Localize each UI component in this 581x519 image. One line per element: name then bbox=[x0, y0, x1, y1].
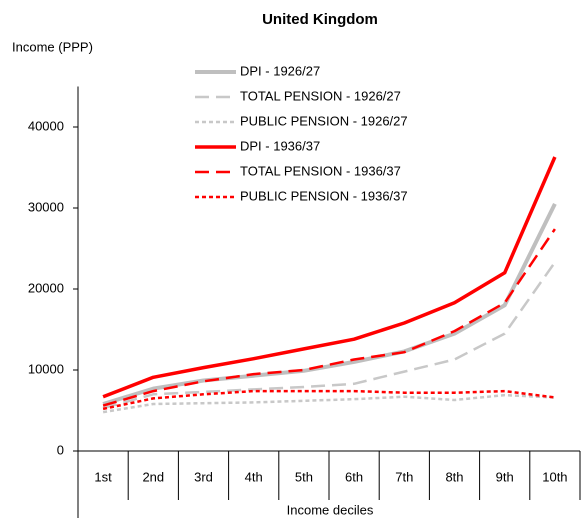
legend-label: PUBLIC PENSION - 1936/37 bbox=[240, 188, 408, 203]
series-line bbox=[102, 389, 556, 411]
legend-label: TOTAL PENSION - 1936/37 bbox=[240, 163, 401, 178]
chart-title: United Kingdom bbox=[262, 11, 378, 28]
x-tick-label: 3rd bbox=[194, 469, 213, 484]
x-tick-label: 2nd bbox=[142, 469, 164, 484]
y-axis-label: Income (PPP) bbox=[12, 39, 93, 54]
series-line bbox=[102, 156, 557, 399]
series-line bbox=[102, 393, 555, 414]
legend-label: PUBLIC PENSION - 1926/27 bbox=[240, 113, 408, 128]
y-tick-label: 0 bbox=[57, 442, 64, 457]
legend-label: TOTAL PENSION - 1926/27 bbox=[240, 88, 401, 103]
x-tick-label: 9th bbox=[496, 469, 514, 484]
y-tick-label: 20000 bbox=[28, 280, 64, 295]
x-tick-label: 5th bbox=[295, 469, 313, 484]
x-tick-label: 8th bbox=[445, 469, 463, 484]
y-tick-label: 10000 bbox=[28, 361, 64, 376]
x-tick-label: 7th bbox=[395, 469, 413, 484]
x-tick-label: 4th bbox=[245, 469, 263, 484]
x-axis-label: Income deciles bbox=[287, 502, 374, 517]
series-line bbox=[102, 228, 556, 407]
x-tick-label: 10th bbox=[542, 469, 567, 484]
legend-label: DPI - 1926/27 bbox=[240, 63, 320, 78]
y-tick-label: 40000 bbox=[28, 118, 64, 133]
x-tick-label: 6th bbox=[345, 469, 363, 484]
y-tick-label: 30000 bbox=[28, 199, 64, 214]
series-line bbox=[102, 261, 556, 410]
legend-label: DPI - 1936/37 bbox=[240, 138, 320, 153]
series-line bbox=[102, 203, 557, 406]
x-tick-label: 1st bbox=[94, 469, 112, 484]
